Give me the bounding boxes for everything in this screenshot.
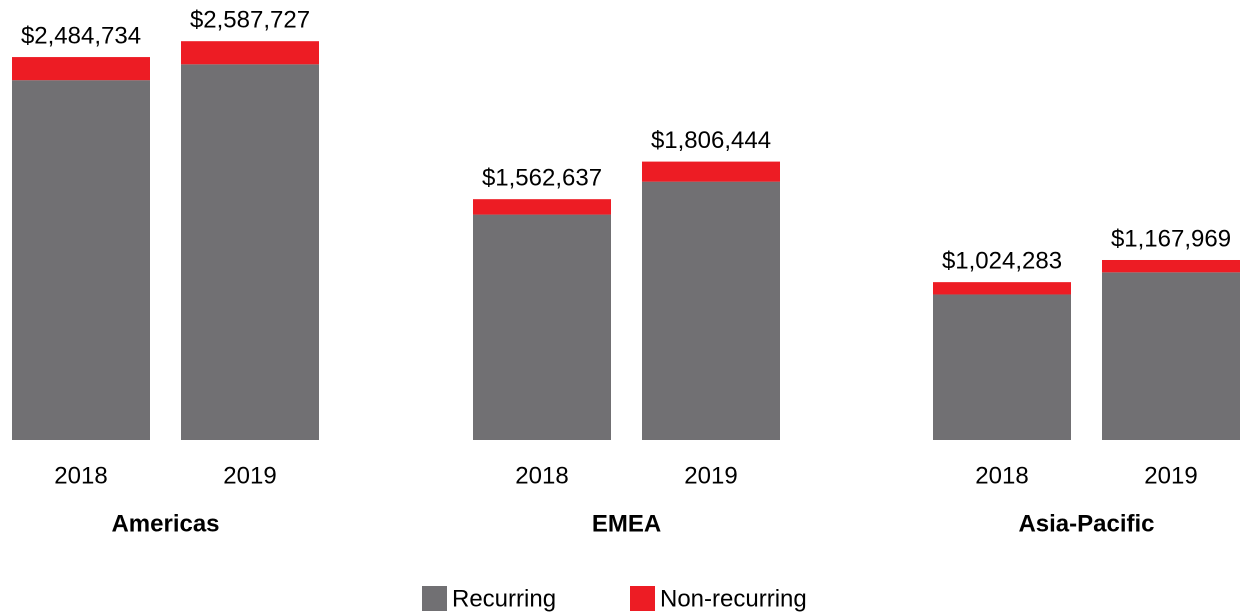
- bar-segment: [12, 57, 150, 81]
- x-tick-label: 2019: [223, 462, 276, 489]
- group-label: EMEA: [592, 510, 661, 537]
- bar-segment: [642, 161, 780, 182]
- bar-segment: [1102, 272, 1240, 440]
- group-label: Americas: [111, 510, 219, 537]
- bar-segment: [933, 294, 1071, 440]
- total-label: $1,167,969: [1111, 225, 1231, 252]
- x-tick-label: 2019: [1144, 462, 1197, 489]
- bar-segment: [181, 41, 319, 65]
- total-label: $2,484,734: [21, 22, 141, 49]
- x-tick-label: 2018: [975, 462, 1028, 489]
- bar-segment: [1102, 259, 1240, 273]
- legend-swatch: [630, 586, 655, 611]
- bar-segment: [12, 80, 150, 441]
- bar-segment: [642, 181, 780, 440]
- total-label: $1,024,283: [942, 247, 1062, 274]
- x-tick-label: 2018: [515, 462, 568, 489]
- total-label: $2,587,727: [190, 7, 310, 34]
- total-label: $1,562,637: [482, 165, 602, 192]
- bar-segment: [933, 282, 1071, 295]
- bar-segment: [181, 64, 319, 440]
- total-label: $1,806,444: [651, 127, 771, 154]
- legend-label: Recurring: [452, 585, 556, 612]
- bar-segment: [473, 199, 611, 215]
- group-label: Asia-Pacific: [1018, 510, 1154, 537]
- bar-segment: [473, 214, 611, 440]
- x-tick-label: 2018: [54, 462, 107, 489]
- legend-label: Non-recurring: [660, 585, 807, 612]
- x-tick-label: 2019: [684, 462, 737, 489]
- legend-swatch: [422, 586, 447, 611]
